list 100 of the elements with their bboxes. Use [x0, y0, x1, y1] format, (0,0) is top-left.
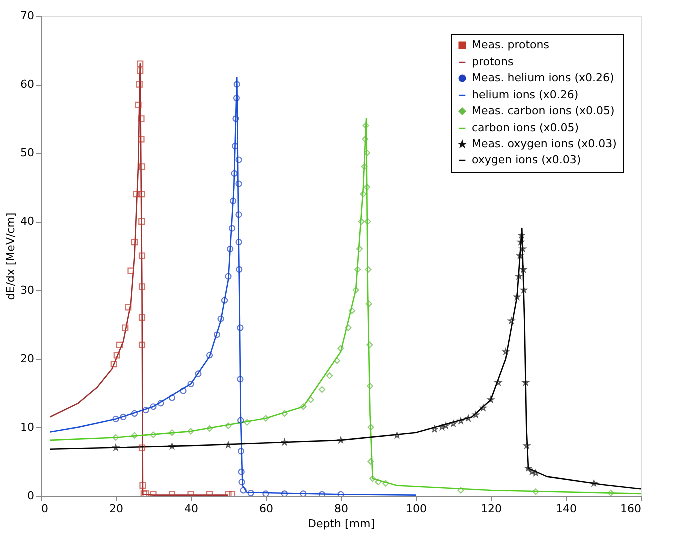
y-tick-label: 70 [20, 10, 34, 22]
point [180, 388, 187, 394]
point [532, 488, 540, 496]
point [137, 60, 144, 68]
point [248, 490, 254, 496]
point [122, 324, 129, 332]
point [590, 480, 598, 486]
point [236, 266, 243, 273]
point [281, 410, 288, 418]
point [236, 212, 242, 218]
point [114, 352, 120, 359]
point [364, 150, 371, 156]
point [142, 490, 150, 496]
point [240, 487, 247, 494]
x-axis-title: Depth [mm] [308, 518, 376, 530]
point [188, 428, 194, 435]
point [520, 246, 526, 252]
point [356, 246, 364, 252]
legend-label: Meas. carbon ions (x0.05) [472, 104, 615, 118]
legend-label: carbon ions (x0.05) [472, 122, 580, 134]
point [354, 266, 362, 274]
point [135, 102, 142, 108]
point [366, 300, 372, 308]
point [142, 407, 150, 414]
point [238, 448, 245, 455]
x-tick-label: 100 [406, 502, 427, 516]
point [138, 252, 146, 260]
point [140, 482, 146, 489]
point [352, 286, 360, 294]
point [508, 318, 515, 324]
line-series [50, 77, 417, 496]
point [237, 376, 244, 383]
point [133, 190, 140, 198]
point [125, 304, 132, 311]
point [345, 324, 352, 332]
point [225, 491, 232, 496]
point [338, 491, 344, 496]
point [138, 444, 146, 452]
x-tick-label: 160 [620, 502, 642, 516]
point [138, 164, 146, 170]
y-tick-label: 50 [20, 146, 34, 160]
point [188, 380, 194, 388]
point [131, 410, 138, 417]
point [138, 136, 145, 143]
point [524, 442, 530, 449]
point [236, 180, 242, 188]
y-tick-label: 60 [20, 78, 34, 92]
point [140, 490, 148, 496]
point [228, 225, 236, 232]
y-tick-label: 0 [28, 490, 34, 502]
point [221, 297, 228, 304]
point [225, 442, 232, 448]
point [366, 342, 374, 348]
y-tick-label: 30 [20, 284, 34, 297]
point [136, 81, 143, 88]
x-tick-label: 80 [334, 502, 348, 516]
point [326, 372, 334, 380]
point [238, 479, 246, 486]
point [365, 266, 372, 274]
point [218, 316, 224, 322]
point [522, 380, 530, 386]
point [262, 490, 270, 496]
point [442, 422, 450, 429]
x-tick-label: 140 [556, 502, 577, 516]
point [137, 68, 144, 74]
point [158, 400, 164, 407]
point [233, 95, 240, 102]
point [300, 490, 307, 496]
point [368, 458, 374, 466]
point [138, 190, 146, 198]
point [525, 465, 532, 472]
point [238, 417, 244, 424]
point [262, 415, 270, 422]
x-tick-label: 20 [110, 502, 124, 516]
point [232, 116, 240, 122]
point [112, 434, 120, 442]
point [334, 358, 341, 364]
point [458, 418, 464, 424]
point [150, 404, 157, 410]
y-tick-label: 20 [20, 352, 34, 366]
legend-label: helium ions (x0.26) [472, 88, 579, 102]
point [138, 218, 146, 225]
x-tick-label: 60 [260, 502, 274, 516]
point [110, 361, 118, 368]
y-tick-label: 40 [20, 215, 34, 228]
point [358, 218, 365, 226]
point [244, 419, 251, 426]
point [168, 430, 176, 436]
point [348, 308, 356, 314]
point [502, 348, 510, 355]
point [112, 444, 120, 451]
point [232, 143, 239, 150]
point [495, 380, 502, 386]
point [236, 156, 242, 164]
point [362, 122, 370, 130]
point [131, 238, 138, 246]
point [472, 412, 480, 418]
point [116, 342, 124, 348]
point [237, 324, 244, 332]
point [364, 218, 372, 226]
